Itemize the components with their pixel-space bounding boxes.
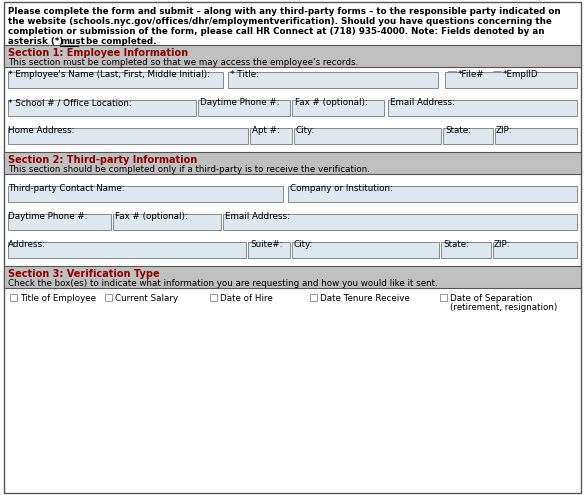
Text: State:: State: (445, 126, 471, 135)
Bar (223, 214, 577, 230)
Text: Section 1: Employee Information: Section 1: Employee Information (8, 48, 188, 58)
Bar (493, 71, 501, 79)
Bar (113, 214, 221, 230)
Text: Check the box(es) to indicate what information you are requesting and how you wo: Check the box(es) to indicate what infor… (8, 279, 438, 288)
Text: asterisk (*): asterisk (*) (8, 37, 66, 46)
Text: *EmplID: *EmplID (503, 70, 539, 79)
Bar (210, 294, 217, 301)
Text: Daytime Phone #:: Daytime Phone #: (8, 212, 88, 221)
Text: This section should be completed only if a third-party is to receive the verific: This section should be completed only if… (8, 165, 370, 174)
Text: Please complete the form and submit – along with any third-party forms – to the : Please complete the form and submit – al… (8, 7, 560, 16)
Text: Email Address:: Email Address: (390, 98, 455, 107)
Text: Third-party Contact Name:: Third-party Contact Name: (8, 184, 125, 193)
Text: Company or Institution:: Company or Institution: (290, 184, 393, 193)
Text: Date of Hire: Date of Hire (220, 294, 273, 303)
Text: the website (schools.nyc.gov/offices/dhr/employmentverification). Should you hav: the website (schools.nyc.gov/offices/dhr… (8, 17, 552, 26)
Bar (440, 294, 447, 301)
Bar (8, 242, 246, 258)
Text: Section 2: Third-party Information: Section 2: Third-party Information (8, 155, 197, 165)
Text: Home Address:: Home Address: (8, 126, 74, 135)
Text: * Employee's Name (Last, First, Middle Initial):: * Employee's Name (Last, First, Middle I… (8, 70, 210, 79)
Text: City:: City: (295, 126, 314, 135)
Bar (8, 186, 283, 202)
Bar (8, 72, 223, 88)
Text: City:: City: (293, 240, 312, 249)
Text: ZIP:: ZIP: (496, 126, 512, 135)
Bar (294, 128, 441, 144)
Text: be completed.: be completed. (83, 37, 157, 46)
Bar (310, 294, 317, 301)
Bar (8, 214, 111, 230)
Bar (292, 100, 384, 116)
Bar (292, 242, 439, 258)
Bar (198, 100, 290, 116)
Bar (8, 100, 196, 116)
Bar (10, 294, 17, 301)
Bar (288, 186, 577, 202)
Text: (retirement, resignation): (retirement, resignation) (450, 303, 558, 312)
Bar (448, 71, 456, 79)
Text: Fax # (optional):: Fax # (optional): (115, 212, 188, 221)
Text: Title of Employee: Title of Employee (20, 294, 96, 303)
Bar (388, 100, 577, 116)
Text: *File#: *File# (458, 70, 484, 79)
Bar (8, 128, 248, 144)
Bar (4, 45, 581, 67)
Text: Daytime Phone #:: Daytime Phone #: (200, 98, 280, 107)
Text: Suite#:: Suite#: (250, 240, 283, 249)
Bar (248, 242, 290, 258)
Bar (493, 242, 577, 258)
Text: Date Tenure Receive: Date Tenure Receive (320, 294, 409, 303)
Text: Section 3: Verification Type: Section 3: Verification Type (8, 269, 160, 279)
Bar (105, 294, 112, 301)
Text: * Title:: * Title: (230, 70, 259, 79)
Text: State:: State: (443, 240, 469, 249)
Text: ZIP:: ZIP: (494, 240, 511, 249)
Text: * School # / Office Location:: * School # / Office Location: (8, 98, 132, 107)
Bar (228, 72, 438, 88)
Text: Address:: Address: (8, 240, 46, 249)
Text: Email Address:: Email Address: (225, 212, 290, 221)
Text: must: must (60, 37, 85, 46)
Bar (4, 152, 581, 174)
Text: completion or submission of the form, please call HR Connect at (718) 935-4000. : completion or submission of the form, pl… (8, 27, 545, 36)
Text: This section must be completed so that we may access the employee's records.: This section must be completed so that w… (8, 58, 358, 67)
Text: Date of Separation: Date of Separation (450, 294, 532, 303)
Bar (441, 242, 491, 258)
Bar (250, 128, 292, 144)
Bar (443, 128, 493, 144)
Bar (495, 128, 577, 144)
Text: Apt #:: Apt #: (252, 126, 280, 135)
Text: Current Salary: Current Salary (115, 294, 178, 303)
Bar (445, 72, 577, 88)
Text: Fax # (optional):: Fax # (optional): (295, 98, 368, 107)
Bar (4, 266, 581, 288)
